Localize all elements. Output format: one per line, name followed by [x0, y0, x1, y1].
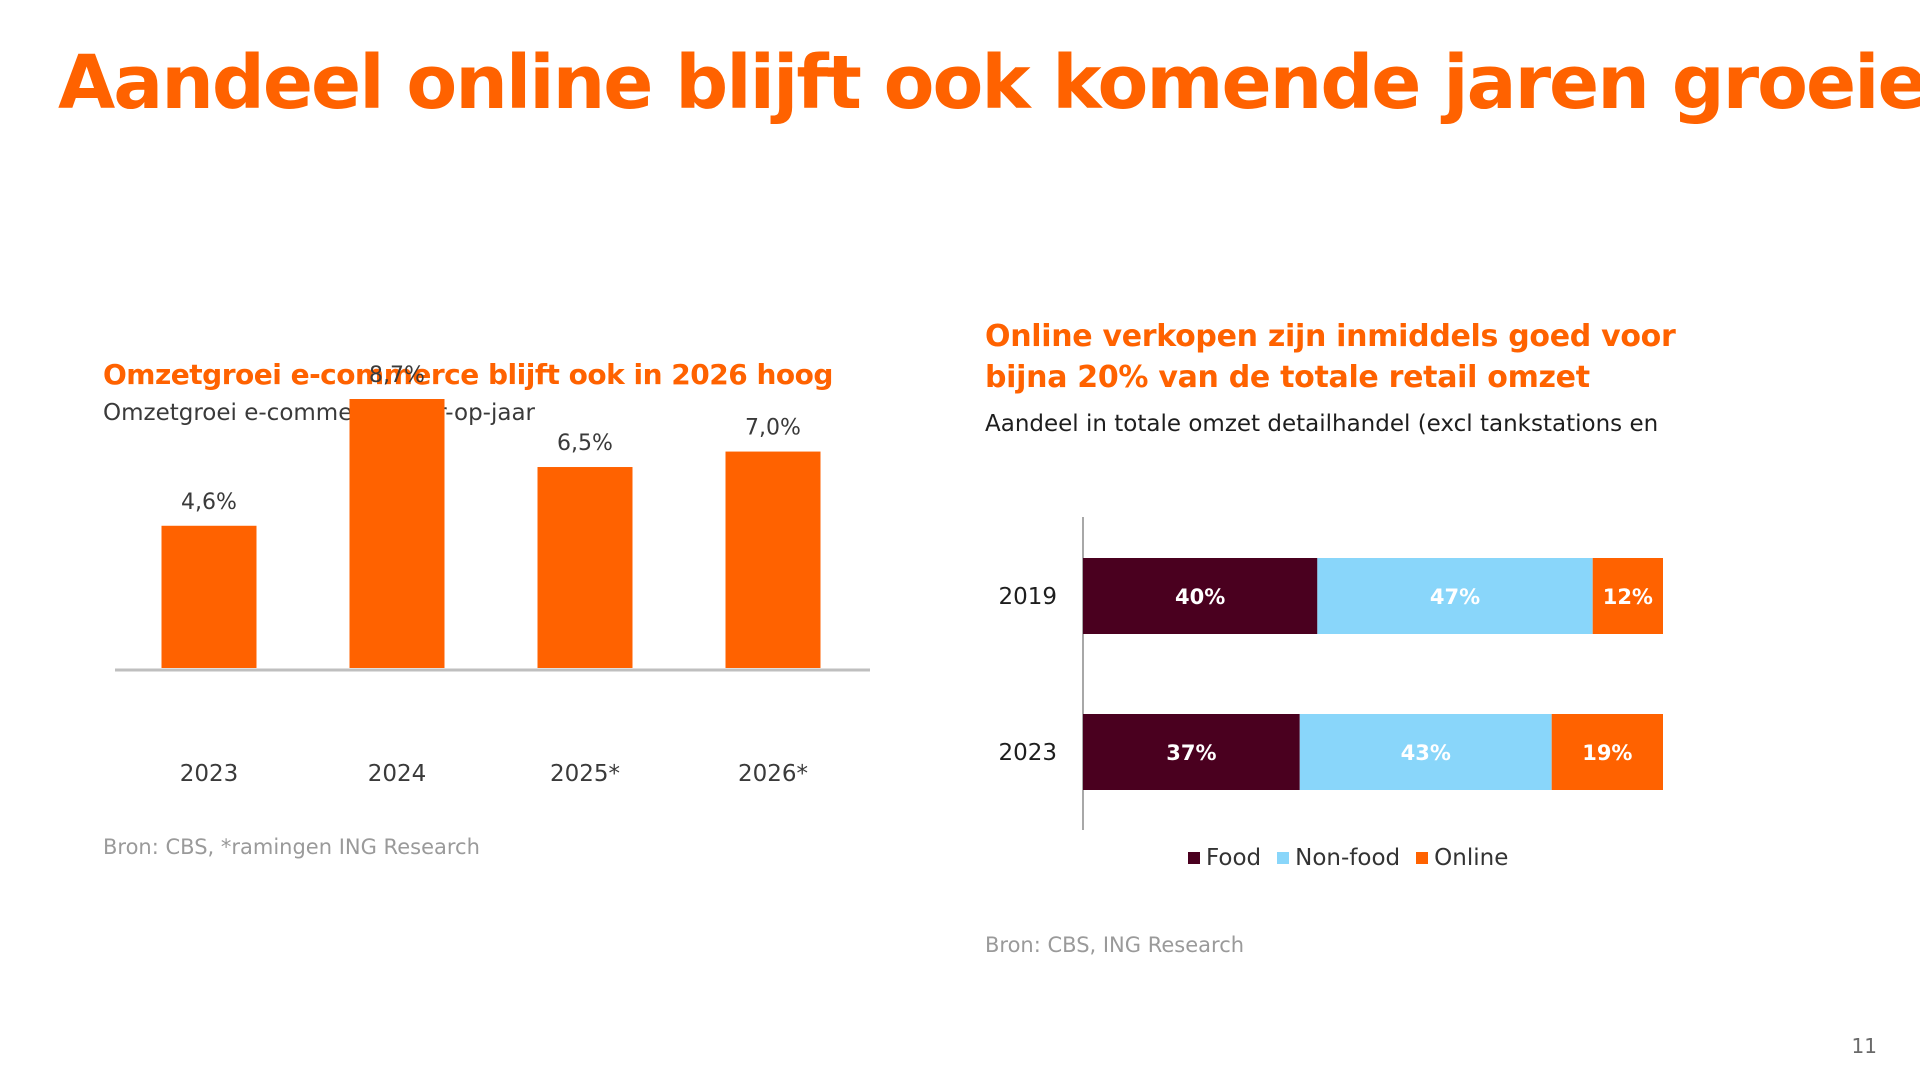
- y-tick-2019: 2019: [998, 584, 1057, 610]
- legend-label-food: Food: [1206, 845, 1262, 871]
- segment-online-2019: [1592, 558, 1663, 634]
- bar-2026: [725, 451, 821, 668]
- ecommerce-chart-title: Omzetgroei e-commerce blijft ook in 2026…: [103, 358, 833, 391]
- segment-label-non-food-2019: 47%: [1430, 585, 1480, 609]
- legend-swatch-online: [1416, 852, 1429, 864]
- x-tick-2025: 2025*: [550, 761, 620, 787]
- segment-label-online-2023: 19%: [1582, 741, 1632, 765]
- share-chart-subtitle: Aandeel in totale omzet detailhandel (ex…: [985, 411, 1659, 437]
- legend-swatch-food: [1188, 852, 1200, 864]
- share-chart-title: Online verkopen zijn inmiddels goed voor…: [985, 319, 1676, 395]
- page-number: 11: [1851, 1034, 1877, 1058]
- x-tick-2026: 2026*: [738, 761, 808, 787]
- share-chart-legend: Food Non-food Online: [1188, 845, 1508, 871]
- ecommerce-chart-source: Bron: CBS, *ramingen ING Research: [103, 835, 480, 859]
- legend-label-online: Online: [1434, 845, 1509, 871]
- segment-online-2023: [1551, 714, 1663, 790]
- bar-label-2023: 4,6%: [181, 490, 237, 515]
- y-tick-2023: 2023: [998, 740, 1057, 766]
- segment-food-2023: [1083, 714, 1300, 790]
- segment-food-2019: [1083, 558, 1318, 634]
- bar-2023: [161, 525, 257, 668]
- segment-non-food-2019: [1317, 558, 1593, 634]
- segment-label-non-food-2023: 43%: [1401, 741, 1451, 765]
- ecommerce-chart-subtitle: Omzetgroei e-commerce, jaar-op-jaar: [103, 400, 536, 426]
- segment-non-food-2023: [1299, 714, 1552, 790]
- x-tick-2023: 2023: [180, 761, 239, 787]
- segment-label-food-2023: 37%: [1166, 741, 1216, 765]
- legend-label-non-food: Non-food: [1295, 845, 1401, 871]
- bar-label-2026: 7,0%: [745, 416, 801, 441]
- segment-label-food-2019: 40%: [1175, 585, 1225, 609]
- legend-item-non-food: Non-food: [1277, 845, 1400, 871]
- bar-label-2025: 6,5%: [557, 431, 613, 456]
- page-title: Aandeel online blijft ook komende jaren …: [58, 40, 1920, 126]
- legend-swatch-non-food: [1277, 852, 1290, 864]
- legend-item-food: Food: [1188, 845, 1261, 871]
- segment-label-online-2019: 12%: [1603, 585, 1653, 609]
- share-chart-source: Bron: CBS, ING Research: [985, 933, 1245, 957]
- legend-item-online: Online: [1416, 845, 1508, 871]
- x-tick-2024: 2024: [368, 761, 427, 787]
- bar-2024: [349, 399, 445, 668]
- bar-label-2024: 8,7%: [369, 363, 425, 388]
- bar-2025: [537, 467, 633, 668]
